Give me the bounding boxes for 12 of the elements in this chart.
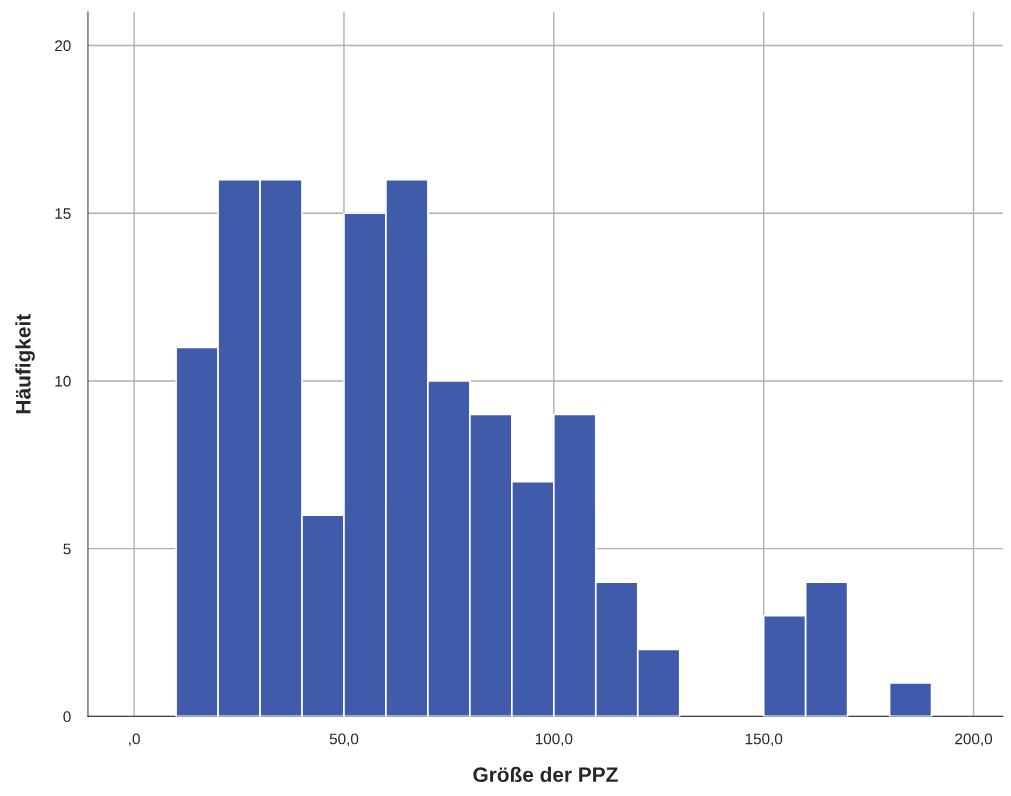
- x-tick-label: ,0: [129, 733, 140, 747]
- x-tick-label: 50,0: [329, 733, 359, 747]
- x-tick-label: 200,0: [955, 733, 993, 747]
- x-tick-label: 150,0: [745, 733, 783, 747]
- y-tick-label: 15: [55, 208, 71, 219]
- y-axis-title: Häufigkeit: [15, 314, 35, 414]
- x-tick-label: 100,0: [535, 733, 573, 747]
- y-tick-label: 20: [55, 40, 71, 52]
- y-tick-label: 0: [63, 711, 71, 723]
- y-tick-label: 10: [55, 375, 71, 387]
- y-tick-label: 5: [63, 543, 71, 555]
- x-axis-title: Größe der PPZ: [473, 766, 618, 783]
